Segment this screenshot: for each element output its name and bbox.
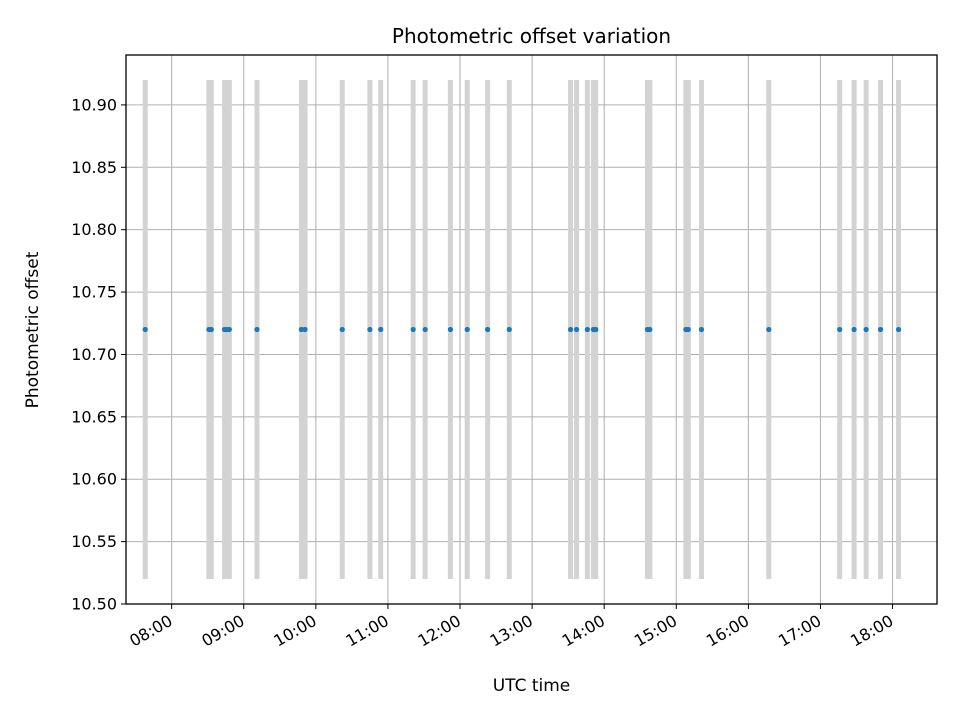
data-points	[142, 326, 902, 333]
data-point	[485, 326, 491, 333]
chart-title: Photometric offset variation	[392, 24, 671, 48]
data-point	[647, 326, 653, 333]
data-point	[254, 326, 260, 333]
data-point	[698, 326, 705, 333]
data-point	[208, 326, 214, 333]
grid	[126, 55, 937, 605]
y-tick-label: 10.80	[71, 220, 117, 239]
data-point	[339, 326, 345, 333]
data-point	[226, 326, 232, 333]
data-point	[584, 326, 590, 333]
data-point	[378, 326, 384, 333]
y-axis-label: Photometric offset	[23, 251, 43, 408]
y-tick-label: 10.90	[71, 95, 117, 114]
data-point	[410, 326, 416, 333]
data-point	[766, 326, 772, 333]
data-point	[593, 326, 599, 333]
data-point	[302, 326, 308, 333]
data-point	[877, 326, 884, 333]
plot-frame	[125, 54, 938, 605]
y-tick-label: 10.55	[71, 532, 117, 551]
x-axis-label: UTC time	[493, 676, 571, 696]
y-tick-label: 10.50	[71, 595, 117, 614]
data-point	[447, 326, 453, 333]
data-point	[567, 326, 574, 333]
data-point	[895, 326, 902, 333]
data-point	[863, 326, 869, 333]
data-point	[464, 326, 470, 333]
data-point	[685, 326, 691, 333]
data-point	[573, 326, 580, 333]
data-point	[837, 326, 843, 333]
data-point	[506, 326, 512, 333]
y-tick-label: 10.70	[71, 345, 117, 364]
y-tick-label: 10.85	[71, 158, 117, 177]
y-tick-label: 10.75	[71, 283, 117, 302]
data-point	[298, 326, 305, 333]
data-point	[367, 326, 373, 333]
data-point	[422, 326, 428, 333]
y-tick-label: 10.65	[71, 407, 117, 426]
y-axis: 10.50 10.55 10.60 10.65 10.70 10.75 10.80 10.85…	[71, 95, 126, 614]
y-tick-label: 10.60	[71, 470, 117, 489]
data-point	[851, 326, 857, 333]
data-point	[142, 326, 148, 333]
